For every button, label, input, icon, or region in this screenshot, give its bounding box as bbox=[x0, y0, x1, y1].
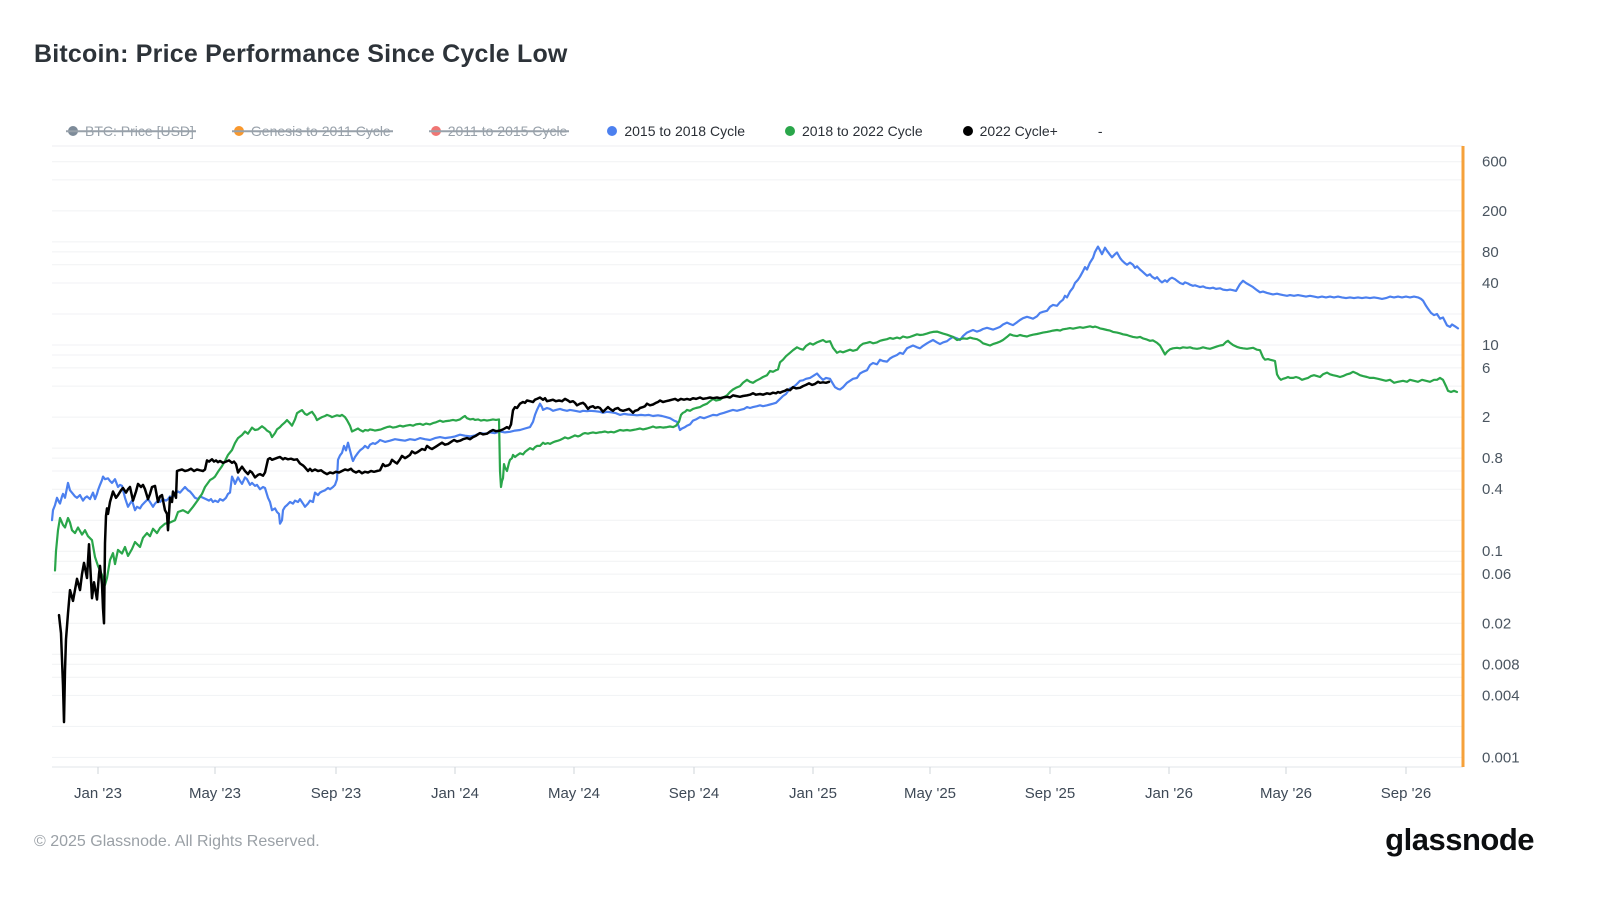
series-line-2022-cycle-[interactable] bbox=[57, 380, 831, 724]
legend-dot-icon bbox=[784, 126, 795, 136]
y-tick-label: 40 bbox=[1482, 275, 1499, 292]
y-tick-label: 200 bbox=[1482, 203, 1507, 220]
glassnode-wordmark: glassnode bbox=[1385, 822, 1534, 857]
legend-item-2022-cycle-[interactable]: 2022 Cycle+ bbox=[962, 123, 1058, 139]
x-tick-label: May '24 bbox=[548, 785, 600, 802]
x-tick-label: Sep '26 bbox=[1381, 785, 1431, 802]
y-tick-label: 80 bbox=[1482, 244, 1499, 261]
legend-item-label: 2018 to 2022 Cycle bbox=[801, 123, 923, 139]
x-tick-label: May '25 bbox=[904, 785, 956, 802]
copyright-text: © 2025 Glassnode. All Rights Reserved. bbox=[34, 833, 320, 850]
y-tick-label: 0.1 bbox=[1482, 543, 1503, 560]
legend-dot-icon bbox=[962, 126, 973, 136]
y-tick-label: 0.4 bbox=[1482, 481, 1503, 498]
legend-item-2011-to-2015-cycle[interactable]: 2011 to 2015 Cycle bbox=[430, 123, 567, 139]
page-title: Bitcoin: Price Performance Since Cycle L… bbox=[34, 40, 568, 68]
x-tick-label: May '26 bbox=[1260, 785, 1312, 802]
y-tick-label: 0.008 bbox=[1482, 656, 1520, 673]
gridlines bbox=[52, 161, 1463, 758]
x-axis-ticks: Jan '23 May '23 Sep '23 Jan '24 May '24 Sep '… bbox=[74, 767, 1431, 802]
x-tick-label: Jan '24 bbox=[431, 785, 479, 802]
legend-item-genesis-to-2011-cycle[interactable]: Genesis to 2011 Cycle bbox=[233, 123, 391, 139]
legend: BTC: Price [USD] Genesis to 2011 Cycle 201… bbox=[68, 123, 1103, 139]
x-tick-label: Sep '24 bbox=[669, 785, 719, 802]
y-tick-label: 10 bbox=[1482, 337, 1499, 354]
legend-item-label: - bbox=[1097, 123, 1103, 139]
x-tick-label: Jan '25 bbox=[789, 785, 837, 802]
legend-item-label: 2015 to 2018 Cycle bbox=[624, 123, 745, 139]
legend-item-btc-price-usd-[interactable]: BTC: Price [USD] bbox=[68, 123, 194, 139]
x-tick-label: May '23 bbox=[189, 785, 241, 802]
legend-dot-icon bbox=[607, 126, 618, 136]
y-tick-label: 0.8 bbox=[1482, 450, 1503, 467]
legend-item--[interactable]: - bbox=[1098, 123, 1103, 139]
y-axis-labels: 600 200 80 40 10 6 2 0.8 0.4 0.1 0.06 0.02 0.008 0.00… bbox=[1482, 154, 1520, 767]
x-tick-label: Jan '26 bbox=[1145, 785, 1193, 802]
y-tick-label: 0.06 bbox=[1482, 566, 1511, 583]
y-tick-label: 6 bbox=[1482, 360, 1490, 377]
x-tick-label: Sep '25 bbox=[1025, 785, 1075, 802]
y-tick-label: 600 bbox=[1482, 154, 1507, 171]
legend-item-2015-to-2018-cycle[interactable]: 2015 to 2018 Cycle bbox=[607, 123, 745, 139]
x-tick-label: Sep '23 bbox=[311, 785, 361, 802]
y-tick-label: 2 bbox=[1482, 409, 1490, 426]
legend-item-2018-to-2022-cycle[interactable]: 2018 to 2022 Cycle bbox=[784, 123, 923, 139]
y-tick-label: 0.004 bbox=[1482, 687, 1520, 704]
series-line-2015-to-2018-cycle[interactable] bbox=[50, 245, 1460, 525]
series-line-2018-to-2022-cycle[interactable] bbox=[53, 325, 1459, 587]
y-tick-label: 0.001 bbox=[1482, 749, 1520, 766]
legend-item-label: 2022 Cycle+ bbox=[979, 123, 1058, 139]
y-tick-label: 0.02 bbox=[1482, 615, 1511, 632]
x-tick-label: Jan '23 bbox=[74, 785, 122, 802]
